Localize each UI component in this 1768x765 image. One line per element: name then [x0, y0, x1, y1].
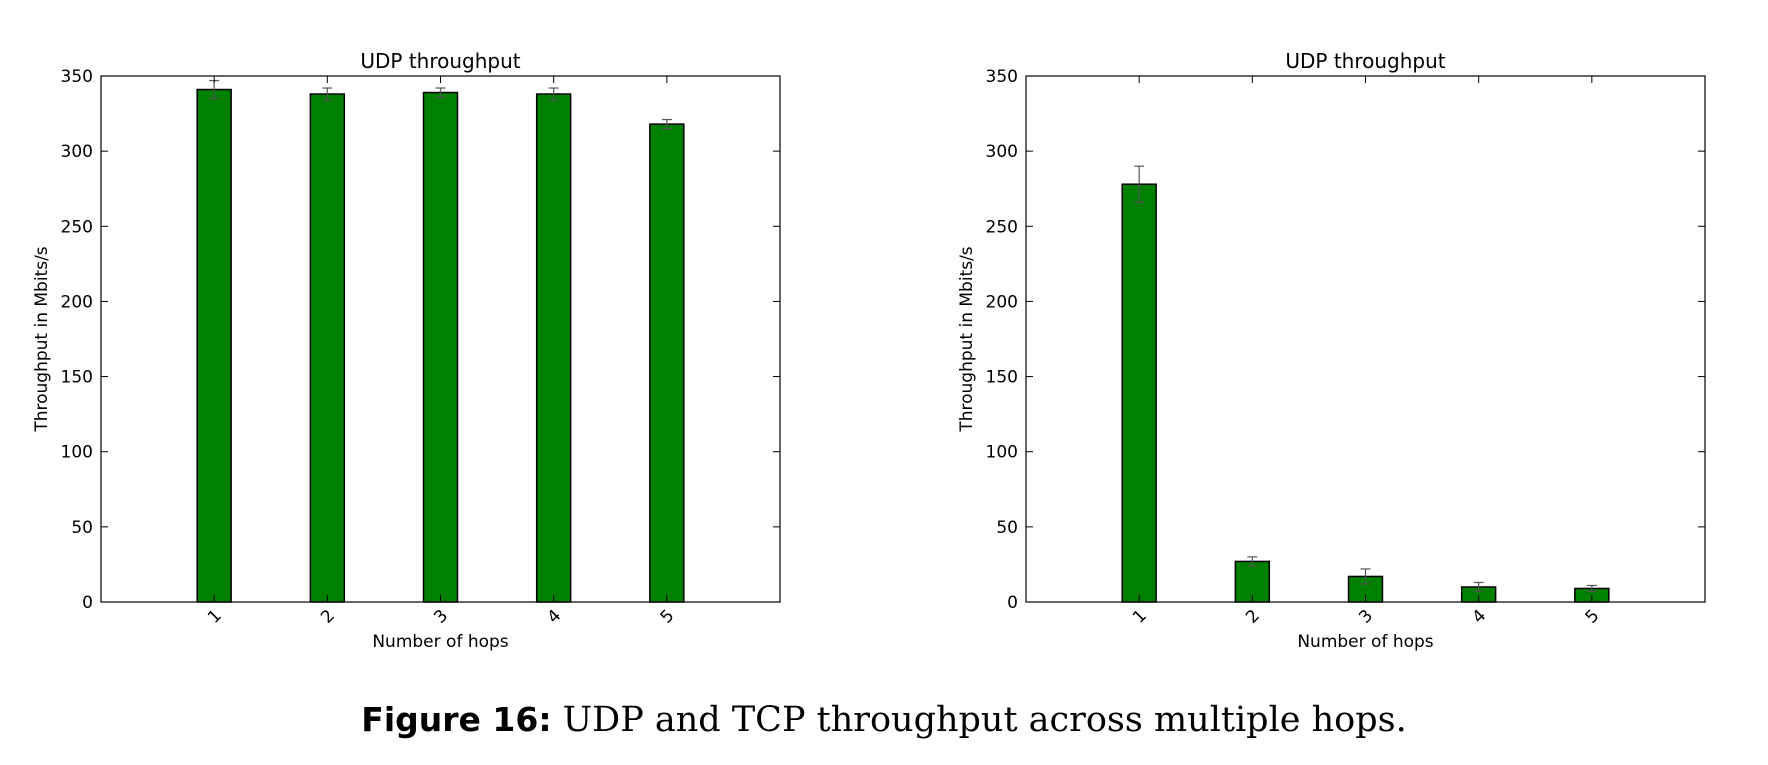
- x-tick-label: 4: [543, 606, 565, 628]
- x-tick-label: 5: [657, 606, 679, 628]
- bar: [649, 123, 685, 603]
- bar: [309, 93, 346, 603]
- y-tick-label: 250: [61, 217, 93, 237]
- x-tick-label: 3: [430, 606, 452, 628]
- x-axis-label: Number of hops: [1297, 632, 1433, 652]
- y-axis-label: Throughput in Mbits/s: [32, 246, 52, 432]
- y-tick-label: 0: [82, 593, 93, 613]
- caption-text: UDP and TCP throughput across multiple h…: [562, 700, 1407, 740]
- bar: [1121, 183, 1157, 603]
- chart-right: UDP throughput 0 50 100 150 200 250 300 350 1 2 3 4 5…: [957, 49, 1706, 652]
- x-tick-label: 2: [317, 606, 339, 628]
- y-tick-label: 350: [61, 67, 93, 87]
- caption-label: Figure 16:: [361, 700, 552, 739]
- x-tick-label: 1: [1129, 606, 1151, 628]
- y-tick-label: 250: [986, 217, 1018, 237]
- y-tick-label: 200: [61, 292, 93, 312]
- chart-left: UDP throughput 0 50 100 150 200 250 300 350 1 2 3 4 5…: [32, 49, 781, 652]
- x-tick-label: 1: [204, 606, 226, 628]
- bar: [422, 91, 459, 603]
- y-tick-label: 350: [986, 67, 1018, 87]
- chart-title: UDP throughput: [1285, 49, 1445, 73]
- y-tick-label: 0: [1007, 593, 1018, 613]
- y-tick-label: 50: [71, 518, 93, 538]
- x-tick-label: 3: [1355, 606, 1377, 628]
- y-tick-label: 150: [986, 368, 1018, 388]
- bar: [535, 93, 572, 603]
- y-tick-label: 100: [986, 443, 1018, 463]
- x-tick-label: 4: [1468, 606, 1490, 628]
- chart-title: UDP throughput: [360, 49, 520, 73]
- x-axis-label: Number of hops: [372, 632, 508, 652]
- y-tick-label: 50: [996, 518, 1018, 538]
- x-tick-label: 5: [1582, 606, 1604, 628]
- y-tick-label: 100: [61, 443, 93, 463]
- bar: [196, 88, 232, 603]
- y-tick-label: 150: [61, 368, 93, 388]
- y-tick-label: 300: [61, 142, 93, 162]
- x-tick-label: 2: [1242, 606, 1264, 628]
- y-tick-label: 200: [986, 292, 1018, 312]
- figure-caption: Figure 16: UDP and TCP throughput across…: [0, 700, 1768, 740]
- y-axis-label: Throughput in Mbits/s: [957, 246, 977, 432]
- y-tick-label: 300: [986, 142, 1018, 162]
